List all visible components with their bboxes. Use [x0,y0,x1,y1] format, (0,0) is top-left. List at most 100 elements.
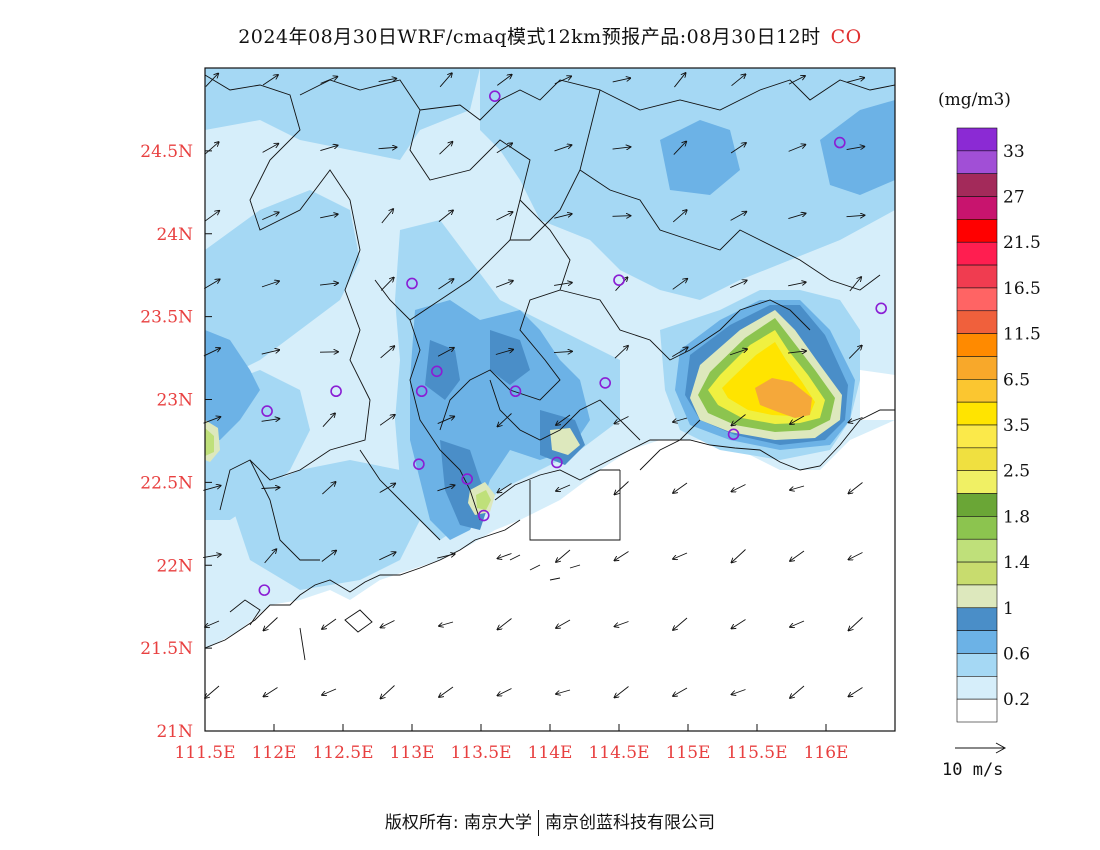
wind-arrow [788,145,806,152]
colorbar-label: 3.5 [1003,416,1030,436]
lat-tick-label: 21.5N [140,639,193,659]
wind-arrow [380,346,395,359]
wind-arrow [439,142,453,155]
wind-arrow [496,143,512,154]
wind-arrow [204,279,219,290]
station-marker [833,136,846,149]
station-marker [551,456,563,469]
lat-tick-label: 23N [156,391,193,411]
wind-arrow [849,687,863,697]
station-marker [406,277,418,290]
colorbar-label: 1.8 [1003,507,1030,527]
station-marker [415,385,428,398]
station-marker [261,405,273,417]
wind-arrow [615,686,629,698]
colorbar-swatch [956,219,998,243]
lat-tick-label: 24N [156,225,193,245]
monitoring-stations [258,90,888,596]
colorbar-swatch [956,196,998,220]
wind-arrow [554,214,571,219]
colorbar-swatch [956,401,998,426]
colorbar: 33 27 21.5 16.5 11.5 6.5 3.5 2.5 1.8 1.4 1 0.6 0.2 [956,127,1041,723]
colorbar-label: 33 [1003,142,1025,162]
colorbar-swatch [956,584,998,609]
wind-arrow [262,212,278,221]
wind-arrow [203,348,220,357]
concentration-field [205,68,895,731]
station-marker [727,428,740,441]
lat-tick-label: 23.5N [140,308,193,328]
colorbar-swatch [956,516,998,540]
wind-arrow [556,689,571,694]
wind-arrow [321,551,336,562]
wind-arrow [380,278,394,291]
wind-arrow [379,415,395,426]
wind-arrow [848,346,862,359]
wind-scale-label: 10 m/s [942,760,1004,780]
wind-arrow [264,549,277,564]
wind-arrow [849,617,863,631]
colorbar-swatch [956,630,998,654]
wind-arrow [729,349,747,356]
lon-tick-label: 114E [528,743,573,763]
wind-arrow [615,621,629,627]
wind-arrow [205,620,220,627]
wind-arrow [381,685,395,699]
wind-arrow [379,552,395,561]
wind-arrow [495,350,513,355]
wind-arrow [498,553,512,559]
map-title: 2024年08月30日WRF/cmaq模式12km预报产品:08月30日12时 C… [0,22,1100,49]
ocean-area-east [860,370,895,420]
colorbar-label: 1 [1003,599,1014,619]
wind-arrow [788,213,805,220]
colorbar-swatch [956,607,998,631]
wind-arrow [849,482,863,494]
colorbar-swatch [956,561,998,586]
colorbar-label: 0.6 [1003,644,1030,664]
wind-arrow [731,74,746,87]
wind-arrow [730,212,747,221]
station-marker [258,584,271,596]
colorbar-swatch [956,676,998,700]
wind-arrow [498,688,512,696]
wind-arrow [498,483,512,493]
wind-arrow [732,619,746,629]
wind-arrow [498,618,512,630]
wind-arrow [732,549,746,563]
wind-arrow [556,549,571,562]
wind-arrow [612,147,631,149]
colorbar-label: 16.5 [1003,279,1041,299]
lon-tick-label: 112.5E [312,743,373,763]
colorbar-swatch [956,150,998,174]
wind-arrow [612,78,631,83]
lon-tick-label: 113E [390,743,435,763]
wind-arrow [553,351,572,352]
wind-arrow [439,73,452,88]
wind-arrow [732,689,746,695]
wind-arrow [439,686,454,697]
wind-arrow [790,550,805,561]
colorbar-swatch [956,287,998,312]
wind-arrow [496,212,512,221]
wind-arrow [846,146,865,150]
station-marker [599,377,612,389]
colorbar-swatch [956,653,998,677]
station-marker [330,385,342,398]
copyright-footer: 版权所有: 南京大学 南京创蓝科技有限公司 [0,808,1100,836]
wind-arrow [320,77,338,84]
wind-arrow [674,73,685,88]
lat-tick-label: 22N [156,556,193,576]
colorbar-swatch [956,698,998,723]
station-marker [413,458,425,470]
station-marker [509,385,522,398]
wind-arrow [262,144,279,153]
colorbar-label: 21.5 [1003,233,1041,253]
lon-tick-label: 112E [252,743,297,763]
colorbar-swatch [956,424,998,449]
ocean-area [205,420,895,731]
wind-arrow [261,487,280,488]
station-marker [875,302,888,315]
wind-arrow [378,78,397,82]
wind-arrow [437,554,455,559]
